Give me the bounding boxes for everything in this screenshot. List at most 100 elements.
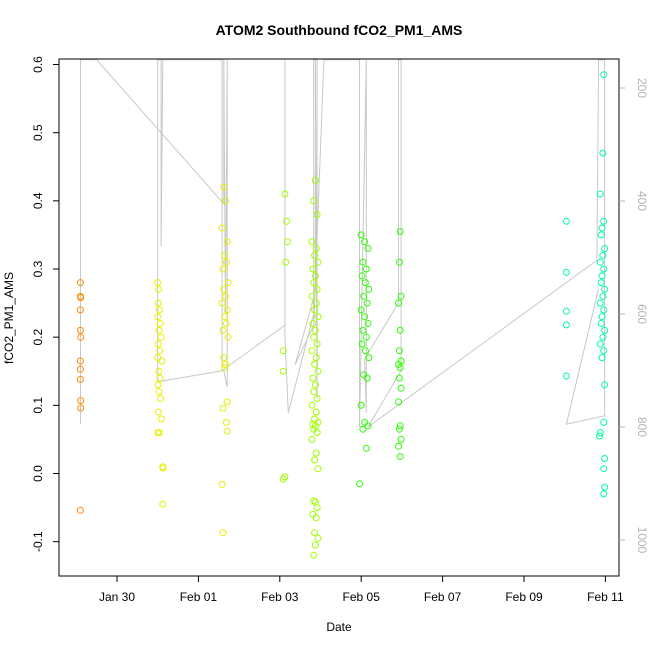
- data-point: [283, 238, 291, 246]
- data-point: [395, 398, 402, 406]
- data-point: [596, 258, 604, 266]
- data-point: [223, 238, 231, 246]
- data-point: [222, 360, 229, 368]
- data-point: [158, 357, 166, 365]
- data-point: [310, 551, 318, 559]
- data-point: [221, 313, 229, 321]
- data-point: [397, 292, 405, 300]
- data-point: [223, 398, 231, 406]
- x-axis-label: Date: [326, 620, 352, 634]
- data-point: [360, 292, 368, 300]
- data-point: [157, 333, 165, 341]
- data-point: [76, 375, 84, 383]
- data-point: [596, 190, 604, 198]
- data-point: [597, 279, 605, 287]
- data-point: [281, 473, 289, 481]
- y-tick-label: 0.0: [31, 465, 45, 482]
- data-point: [311, 422, 319, 430]
- data-point: [311, 529, 319, 537]
- data-point: [77, 333, 85, 341]
- data-point: [311, 360, 319, 368]
- data-point: [600, 465, 608, 473]
- data-point: [363, 374, 371, 382]
- data-point: [314, 313, 322, 321]
- data-point: [159, 464, 167, 472]
- scatter-layer: [76, 71, 609, 559]
- data-point: [395, 347, 403, 355]
- data-point: [220, 183, 228, 191]
- data-point: [311, 176, 319, 184]
- x-tick-label: Feb 11: [587, 590, 624, 604]
- data-point: [155, 408, 162, 416]
- data-point: [311, 272, 319, 280]
- data-point: [222, 292, 229, 300]
- data-point: [154, 340, 162, 348]
- data-point: [308, 401, 316, 409]
- data-point: [76, 365, 84, 373]
- data-point: [154, 381, 162, 389]
- x-tick-label: Feb 05: [343, 590, 381, 604]
- data-point: [154, 313, 162, 321]
- data-point: [562, 307, 570, 315]
- y-tick-label: 0.3: [31, 260, 45, 277]
- data-point: [598, 224, 606, 232]
- y-tick-label: 0.5: [31, 124, 45, 141]
- right-tick-label: 600: [635, 304, 649, 324]
- data-point: [600, 418, 608, 426]
- data-point: [395, 299, 402, 307]
- data-point: [156, 374, 164, 382]
- data-point: [311, 381, 319, 389]
- data-point: [562, 321, 570, 329]
- data-point: [221, 364, 229, 372]
- right-tick-label: 400: [635, 191, 649, 211]
- data-point: [361, 418, 369, 426]
- data-point: [311, 541, 319, 549]
- data-point: [219, 404, 227, 412]
- data-point: [155, 429, 163, 437]
- data-point: [364, 422, 372, 430]
- data-point: [361, 279, 369, 287]
- data-point: [362, 444, 370, 452]
- data-point: [159, 500, 167, 508]
- data-point: [311, 251, 319, 259]
- data-point: [220, 285, 228, 293]
- data-point: [359, 425, 367, 433]
- data-point: [395, 442, 402, 450]
- y-tick-label: 0.4: [31, 192, 45, 209]
- data-point: [279, 367, 287, 375]
- x-axis: Jan 30 Feb 01 Feb 03 Feb 05 Feb 07 Feb 09 Feb …: [99, 576, 624, 604]
- data-point: [396, 364, 404, 372]
- data-point: [562, 372, 570, 380]
- data-point: [157, 395, 164, 402]
- data-point: [312, 245, 320, 252]
- data-point: [76, 506, 84, 514]
- data-point: [312, 354, 320, 362]
- data-point: [314, 367, 322, 375]
- data-point: [597, 231, 605, 239]
- data-point: [601, 285, 609, 293]
- data-point: [218, 480, 226, 488]
- data-point: [279, 347, 287, 355]
- data-point: [314, 534, 322, 542]
- data-point: [77, 294, 85, 302]
- data-point: [219, 326, 227, 334]
- data-point: [312, 408, 320, 416]
- data-point: [395, 360, 402, 368]
- data-point: [308, 347, 316, 355]
- data-point: [601, 326, 609, 334]
- data-point: [601, 245, 609, 252]
- data-point: [313, 285, 321, 293]
- data-point: [311, 306, 319, 314]
- data-point: [218, 224, 226, 232]
- data-point: [308, 292, 316, 300]
- x-tick-label: Feb 03: [261, 590, 299, 604]
- data-point: [599, 292, 607, 300]
- data-point: [310, 333, 318, 341]
- data-point: [601, 455, 609, 462]
- data-point: [279, 475, 287, 483]
- data-point: [313, 429, 321, 437]
- y-axis-label: fCO2_PM1_AMS: [2, 272, 16, 364]
- data-point: [154, 279, 162, 287]
- y-axis-right: 200 400 600 800 1000: [619, 78, 649, 554]
- data-point: [308, 435, 316, 443]
